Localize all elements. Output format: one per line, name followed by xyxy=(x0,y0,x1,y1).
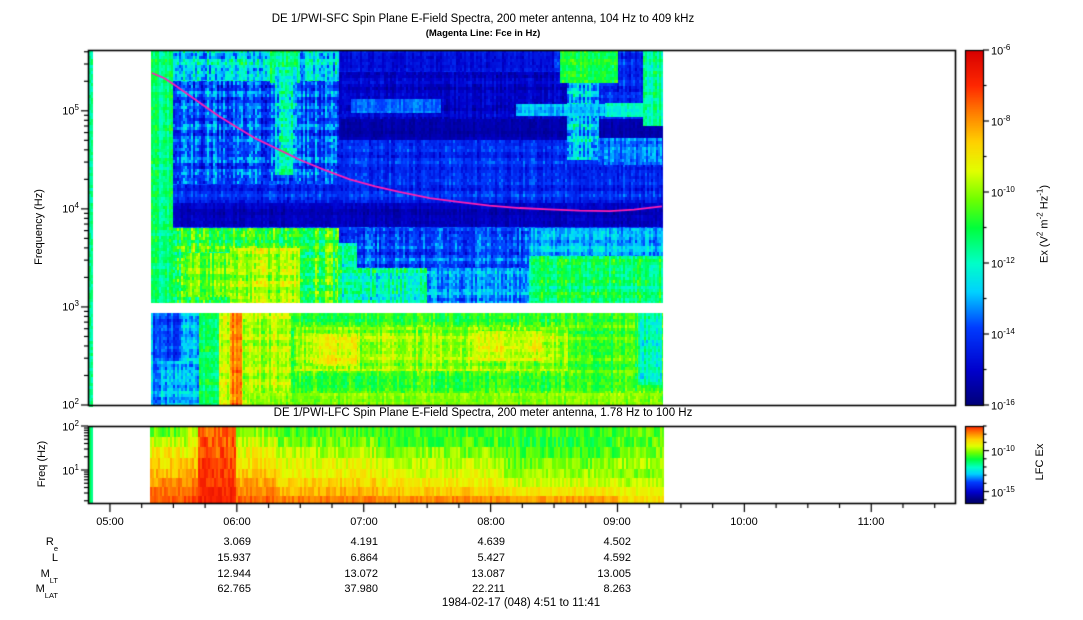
sfc-y-tick-label: 103 xyxy=(62,299,79,314)
cb1-tick-label: 10-8 xyxy=(991,114,1011,129)
sfc-colorbar-title: Ex (V2 m-2 Hz-1) xyxy=(1035,184,1051,264)
table-cell-value: 13.072 xyxy=(344,568,378,580)
cb1-tick-label: 10-12 xyxy=(991,256,1015,271)
table-cell-value: 37.980 xyxy=(344,583,378,595)
x-axis-tick-label: 11:00 xyxy=(857,516,885,528)
cb2-tick-label: 10-15 xyxy=(991,485,1015,500)
lfc-panel-title: DE 1/PWI-LFC Spin Plane E-Field Spectra,… xyxy=(273,407,693,419)
lfc-colorbar-title: LFC Ex xyxy=(1034,443,1046,481)
x-axis-tick-label: 05:00 xyxy=(96,516,124,528)
x-axis-tick-label: 09:00 xyxy=(603,516,631,528)
table-cell-value: 62.765 xyxy=(217,583,251,595)
cb1-tick-label: 10-14 xyxy=(991,327,1015,342)
cb1-tick-label: 10-16 xyxy=(991,398,1015,413)
table-cell-value: 4.639 xyxy=(477,536,505,548)
sfc-y-tick-label: 105 xyxy=(62,103,79,118)
table-cell-value: 12.944 xyxy=(217,568,251,580)
table-row-label: MLT xyxy=(40,568,58,586)
table-cell-value: 22.211 xyxy=(472,583,505,595)
x-axis-tick-label: 10:00 xyxy=(730,516,758,528)
x-axis-tick-label: 08:00 xyxy=(477,516,505,528)
table-row-label: MLAT xyxy=(35,583,58,601)
table-cell-value: 3.069 xyxy=(223,536,251,548)
sfc-y-tick-label: 102 xyxy=(62,397,79,412)
table-cell-value: 13.005 xyxy=(597,568,631,580)
time-range-caption: 1984-02-17 (048) 4:51 to 11:41 xyxy=(441,597,601,609)
table-cell-value: 4.502 xyxy=(603,536,631,548)
cb1-tick-label: 10-10 xyxy=(991,185,1015,200)
table-cell-value: 4.191 xyxy=(350,536,378,548)
table-row-label: L xyxy=(51,552,58,564)
sfc-y-tick-label: 104 xyxy=(62,201,79,216)
table-cell-value: 4.592 xyxy=(603,552,631,564)
cb1-tick-label: 10-6 xyxy=(991,43,1011,58)
lfc-y-tick-label: 102 xyxy=(62,419,79,434)
table-cell-value: 13.087 xyxy=(471,568,505,580)
table-cell-value: 15.937 xyxy=(217,552,251,564)
table-cell-value: 5.427 xyxy=(477,552,505,564)
table-row-label: Re xyxy=(45,536,58,554)
x-axis-tick-label: 06:00 xyxy=(223,516,251,528)
page-subtitle: (Magenta Line: Fce in Hz) xyxy=(425,28,541,39)
cb2-tick-label: 10-10 xyxy=(991,444,1015,459)
x-axis-tick-label: 07:00 xyxy=(350,516,378,528)
page-title: DE 1/PWI-SFC Spin Plane E-Field Spectra,… xyxy=(271,13,695,25)
table-cell-value: 8.263 xyxy=(603,583,631,595)
table-cell-value: 6.864 xyxy=(350,552,378,564)
lfc-y-tick-label: 101 xyxy=(62,463,79,478)
